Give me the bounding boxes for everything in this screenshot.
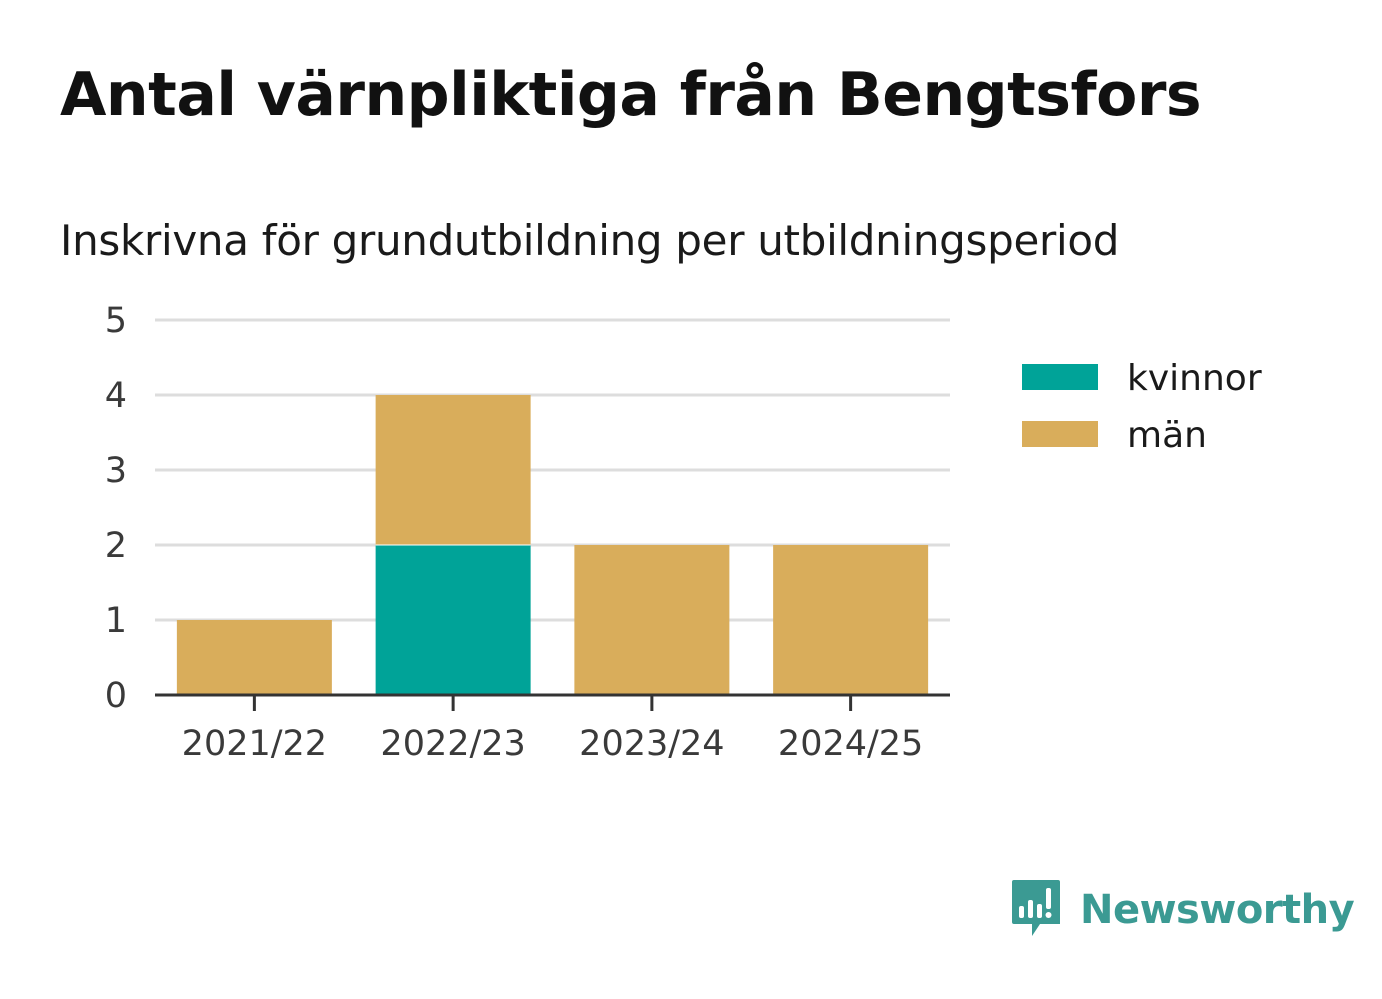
x-tick-label-2021-22: 2021/22 xyxy=(182,724,327,764)
chart-title: Antal värnpliktiga från Bengtsfors xyxy=(60,60,1202,130)
bar-män-2021-22 xyxy=(176,620,332,695)
bar-män-2022-23 xyxy=(375,395,531,545)
y-tick-label-4: 4 xyxy=(105,376,127,416)
y-tick-label-3: 3 xyxy=(105,451,127,491)
x-tick-label-2022-23: 2022/23 xyxy=(380,724,525,764)
x-tick-label-2024-25: 2024/25 xyxy=(778,724,923,764)
legend-swatch-kvinnor xyxy=(1022,364,1098,390)
y-tick-label-0: 0 xyxy=(105,676,127,716)
brand-name: Newsworthy xyxy=(1080,887,1355,933)
bar-kvinnor-2022-23 xyxy=(375,545,531,695)
bar-män-2023-24 xyxy=(574,545,730,695)
legend-label-kvinnor: kvinnor xyxy=(1127,358,1262,399)
y-tick-label-1: 1 xyxy=(105,601,127,641)
brand-logo: Newsworthy xyxy=(1010,878,1355,942)
legend-label-män: män xyxy=(1127,415,1207,456)
legend-swatch-män xyxy=(1022,421,1098,447)
x-tick-label-2023-24: 2023/24 xyxy=(579,724,724,764)
bar-män-2024-25 xyxy=(773,545,929,695)
newsworthy-logo-icon xyxy=(1012,880,1060,936)
chart-subtitle: Inskrivna för grundutbildning per utbild… xyxy=(60,216,1120,265)
y-tick-label-5: 5 xyxy=(105,301,127,341)
y-tick-label-2: 2 xyxy=(105,526,127,566)
